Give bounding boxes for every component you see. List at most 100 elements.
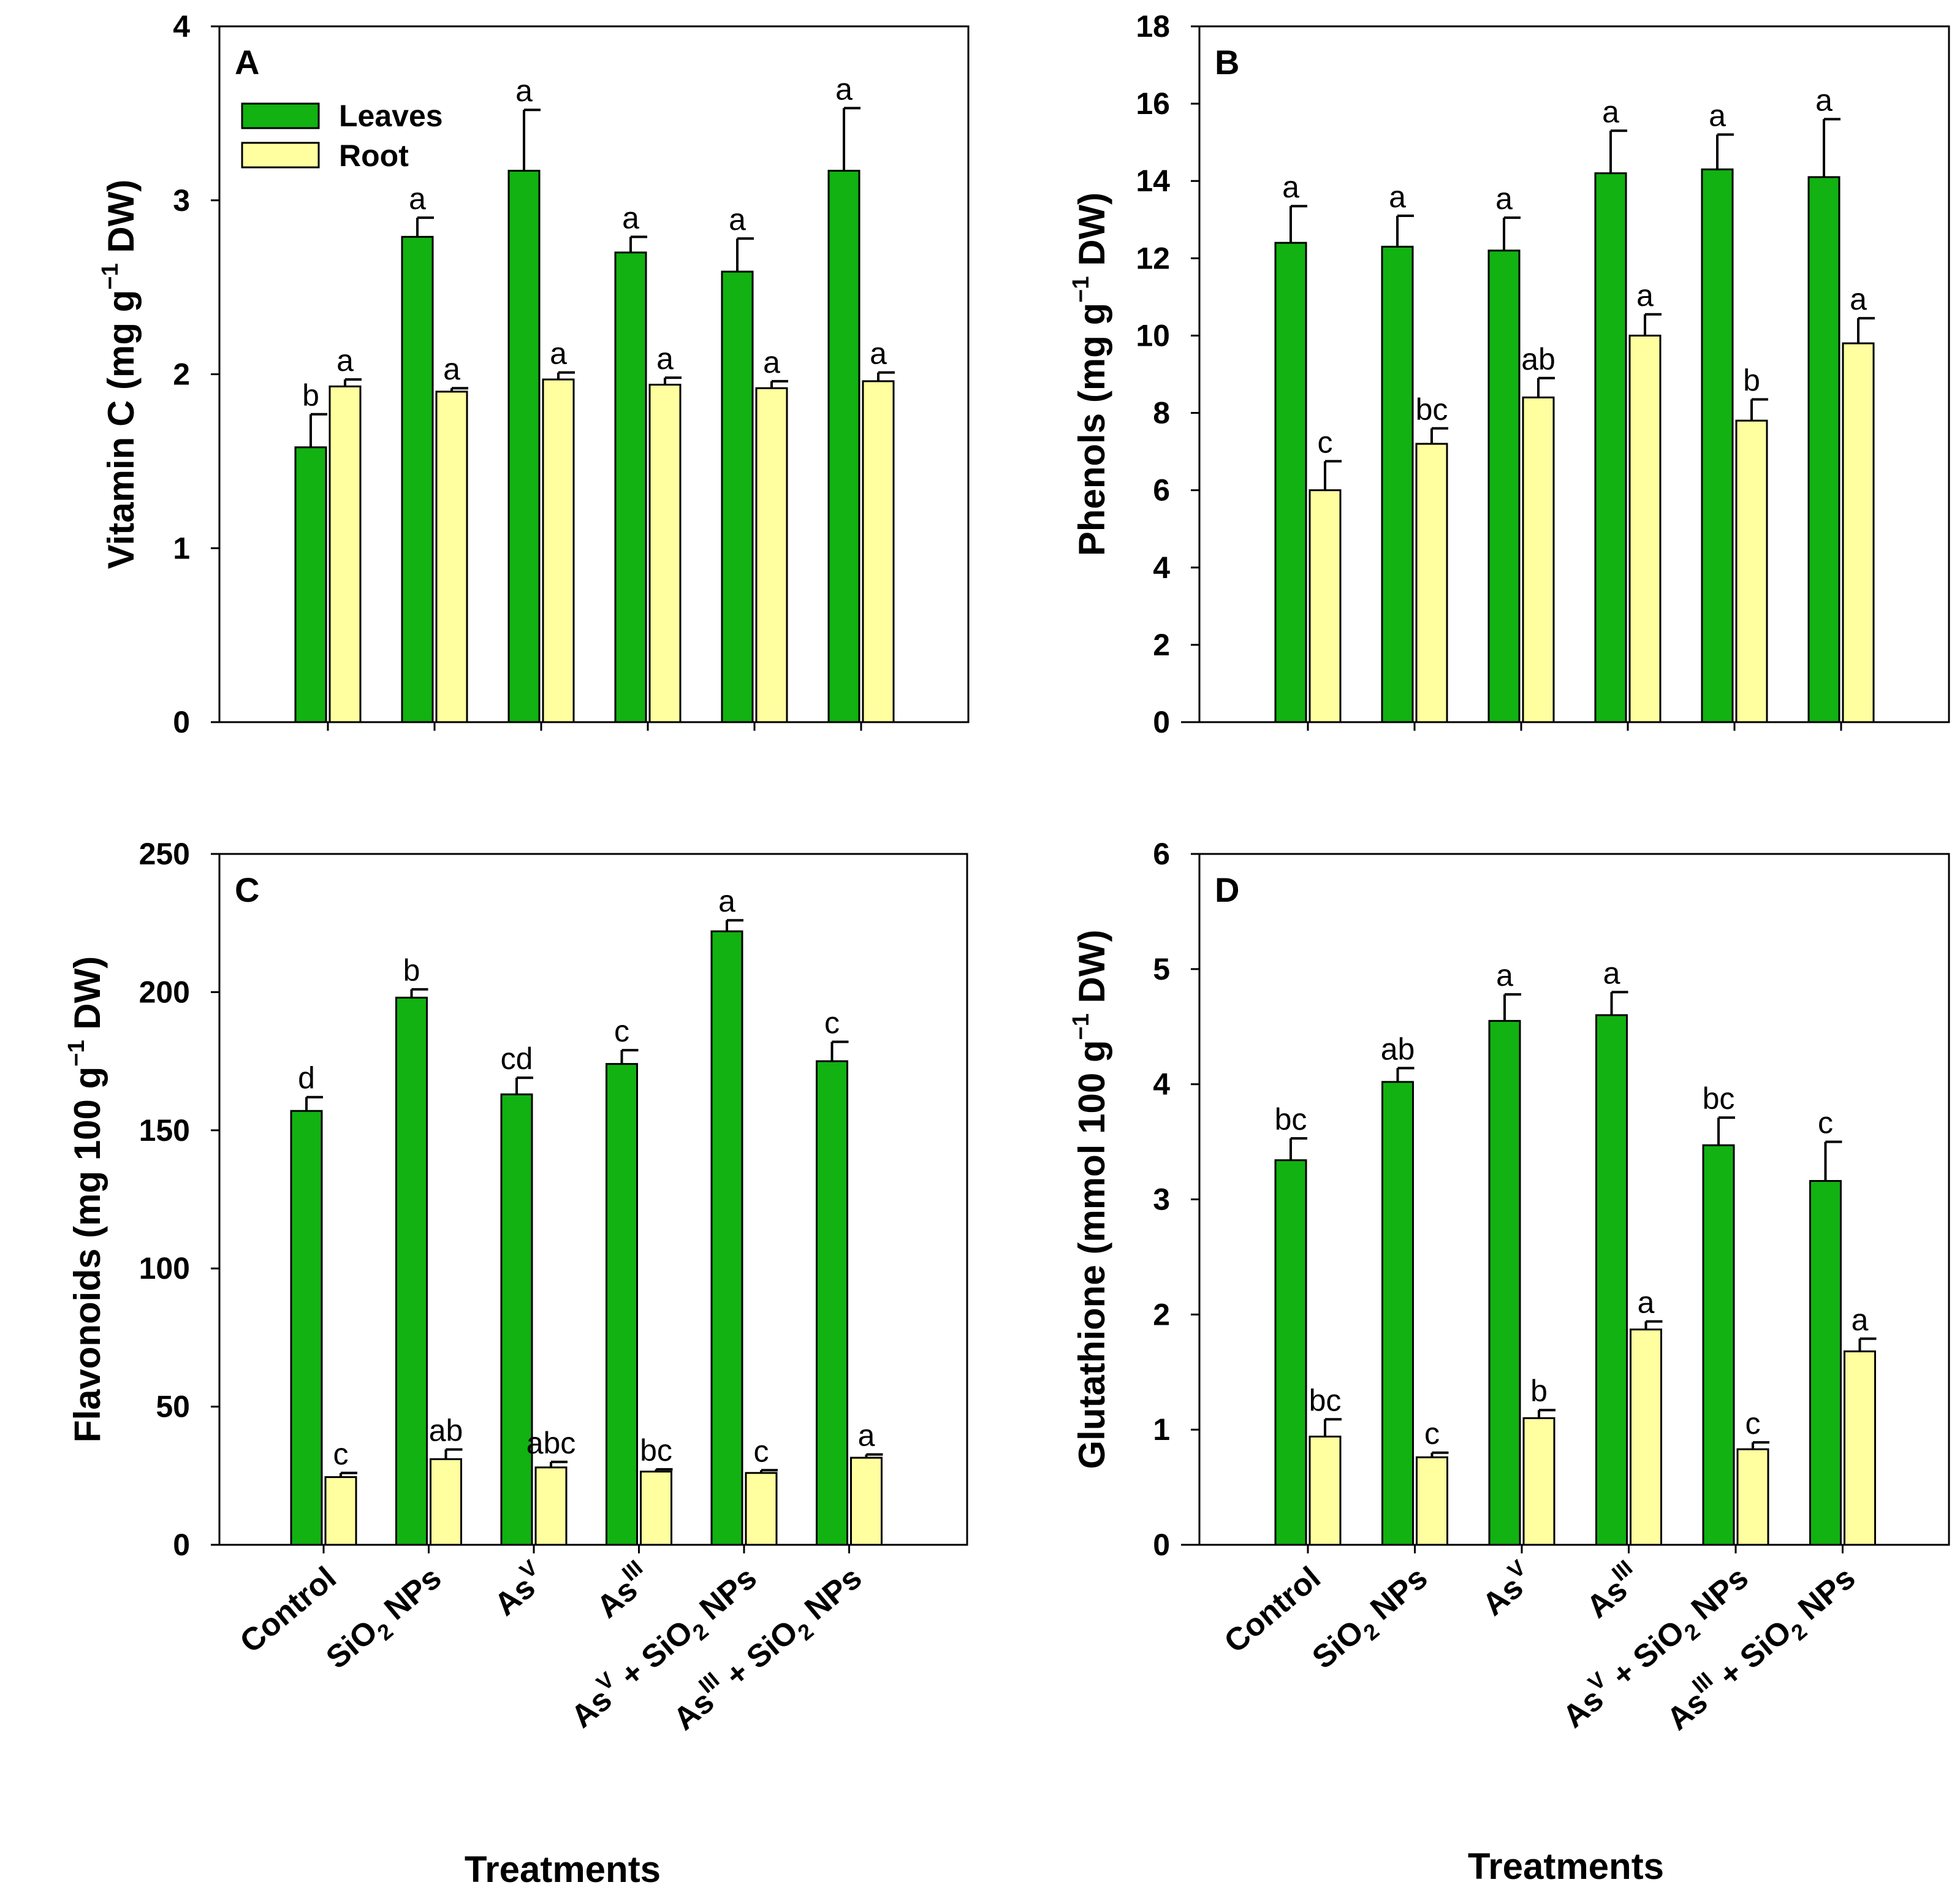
panel-b-y-tick-label-6: 12 [1136,241,1170,275]
panel-d-leaves-letter-2: a [1496,958,1513,992]
panel-c-root-letter-4: c [754,1434,769,1468]
panel-b-y-axis-title: Phenols (mg g−1 DW) [1068,192,1112,556]
panel-a-root-letter-4: a [763,345,780,379]
panel-b-leaves-letter-0: a [1282,170,1299,204]
panel-a-leaves-bar-1 [401,235,434,723]
panel-b-root-letter-2: ab [1521,342,1555,376]
panel-b-leaves-bar-4 [1701,168,1734,723]
panel-c-leaves-letter-2: cd [501,1042,533,1076]
panel-b-leaves-letter-5: a [1815,83,1833,117]
panel-c-leaves-letter-0: d [298,1061,315,1095]
panel-d-y-tick-label-6: 6 [1153,837,1170,871]
panel-a-root-bar-0 [329,385,362,723]
panel-d-y-tick-label-2: 2 [1153,1297,1170,1331]
panel-c-leaves-bar-5 [816,1060,848,1546]
panel-d-leaves-letter-0: bc [1275,1102,1307,1137]
panel-a-root-bar-3 [648,384,682,723]
panel-b-leaves-letter-3: a [1602,94,1619,129]
panel-b-y-tick-label-5: 10 [1136,318,1170,352]
panel-c-root-bar-0 [324,1476,357,1546]
panel-d-leaves-letter-3: a [1603,956,1620,990]
panel-d-leaves-letter-5: c [1818,1106,1833,1140]
panel-d-leaves-bar-1 [1381,1081,1414,1546]
panel-d-root-letter-0: bc [1309,1383,1342,1417]
x-axis-title-right: Treatments [1468,1846,1664,1887]
panel-a-root-letter-1: a [443,352,460,386]
panel-b-root-letter-0: c [1318,425,1333,459]
panel-d-root-bar-0 [1309,1435,1342,1546]
panel-a-y-tick-label-1: 1 [173,531,190,565]
panel-c-root-bar-5 [850,1457,883,1546]
panel-d-root-letter-1: c [1424,1417,1440,1451]
panel-d-leaves-bar-0 [1274,1159,1307,1546]
panel-b-leaves-letter-1: a [1389,180,1406,214]
panel-d-leaves-letter-1: ab [1381,1032,1415,1066]
panel-b-leaves-letter-2: a [1495,181,1513,216]
panel-c-leaves-bar-3 [606,1063,638,1546]
panel-b-leaves-bar-0 [1274,242,1307,723]
panel-c-root-bar-3 [640,1471,672,1546]
panel-a-root-bar-2 [542,378,575,723]
x-axis-title-left: Treatments [465,1849,661,1890]
panel-a-leaves-bar-3 [614,251,647,723]
panel-b-y-tick-label-4: 8 [1153,396,1170,430]
panel-d-y-tick-label-0: 0 [1153,1528,1170,1562]
panel-d-y-tick-label-1: 1 [1153,1412,1170,1447]
panel-c-root-bar-2 [534,1466,568,1546]
panel-a-legend-root-swatch [241,142,320,169]
panel-a-root-bar-5 [862,380,895,723]
panel-b-root-bar-1 [1415,443,1448,723]
panel-d-root-bar-2 [1522,1417,1555,1546]
panel-a-leaves-letter-1: a [409,181,426,216]
panel-a-y-tick-label-2: 2 [173,357,190,392]
panel-a-root-letter-3: a [656,341,674,376]
panel-b-root-bar-2 [1522,396,1555,723]
panel-c-root-bar-4 [745,1472,778,1546]
panel-a-y-tick-label-0: 0 [173,705,190,739]
panel-d-panel-letter: D [1215,870,1239,909]
panel-a-root-letter-2: a [550,337,567,371]
panel-b-y-tick-label-0: 0 [1153,705,1170,739]
panel-a-root-letter-0: a [336,343,354,378]
panel-b-y-tick-label-1: 2 [1153,628,1170,662]
panel-b-root-letter-1: bc [1416,392,1448,427]
panel-c-leaves-letter-3: c [614,1014,629,1048]
panel-d-leaves-bar-4 [1702,1144,1735,1546]
panel-d-root-letter-3: a [1638,1285,1655,1320]
panel-a-legend-root-label: Root [339,139,409,173]
panel-c-y-tick-label-5: 250 [139,837,190,871]
panel-c-root-bar-1 [430,1458,462,1546]
panel-d-y-tick-label-5: 5 [1153,952,1170,986]
panel-c-root-letter-1: ab [429,1413,463,1447]
panel-c-y-tick-label-2: 100 [139,1251,190,1285]
panel-a-legend-leaves-swatch [241,102,320,129]
panel-b-y-tick-label-9: 18 [1136,9,1170,44]
panel-c-y-tick-label-4: 200 [139,975,190,1009]
panel-d-root-bar-5 [1844,1350,1876,1546]
panel-b-root-bar-0 [1309,489,1342,723]
panel-c-leaves-bar-2 [500,1093,533,1546]
panel-b-leaves-bar-3 [1594,172,1627,723]
panel-b-leaves-letter-4: a [1709,99,1726,133]
panel-d-root-bar-3 [1630,1328,1662,1546]
panel-d-y-tick-label-4: 4 [1153,1067,1170,1102]
panel-a-leaves-letter-5: a [835,72,853,106]
panel-a-y-tick-label-4: 4 [173,9,190,44]
panel-d-y-axis-title: Glutathione (mmol 100 g−1 DW) [1068,929,1112,1469]
panel-c-leaves-letter-1: b [403,953,420,988]
panel-d-root-bar-4 [1736,1448,1769,1546]
panel-a-leaves-letter-0: b [302,378,319,413]
panel-c-root-letter-2: abc [526,1426,576,1460]
panel-b-leaves-bar-1 [1381,245,1414,723]
panel-d-root-bar-1 [1416,1456,1448,1546]
panel-a-leaves-bar-0 [294,446,327,723]
panel-b: 0 2 4 6 8 10 12 14 16 18 Phenols (mg g−1 DW) Ba a a a a… [1068,9,1950,739]
panel-b-y-tick-label-8: 16 [1136,86,1170,121]
panel-b-root-bar-3 [1628,334,1662,723]
panel-d-leaves-letter-4: bc [1703,1081,1735,1116]
panel-d-root-letter-5: a [1852,1303,1869,1337]
panel-d-leaves-bar-5 [1809,1179,1842,1546]
